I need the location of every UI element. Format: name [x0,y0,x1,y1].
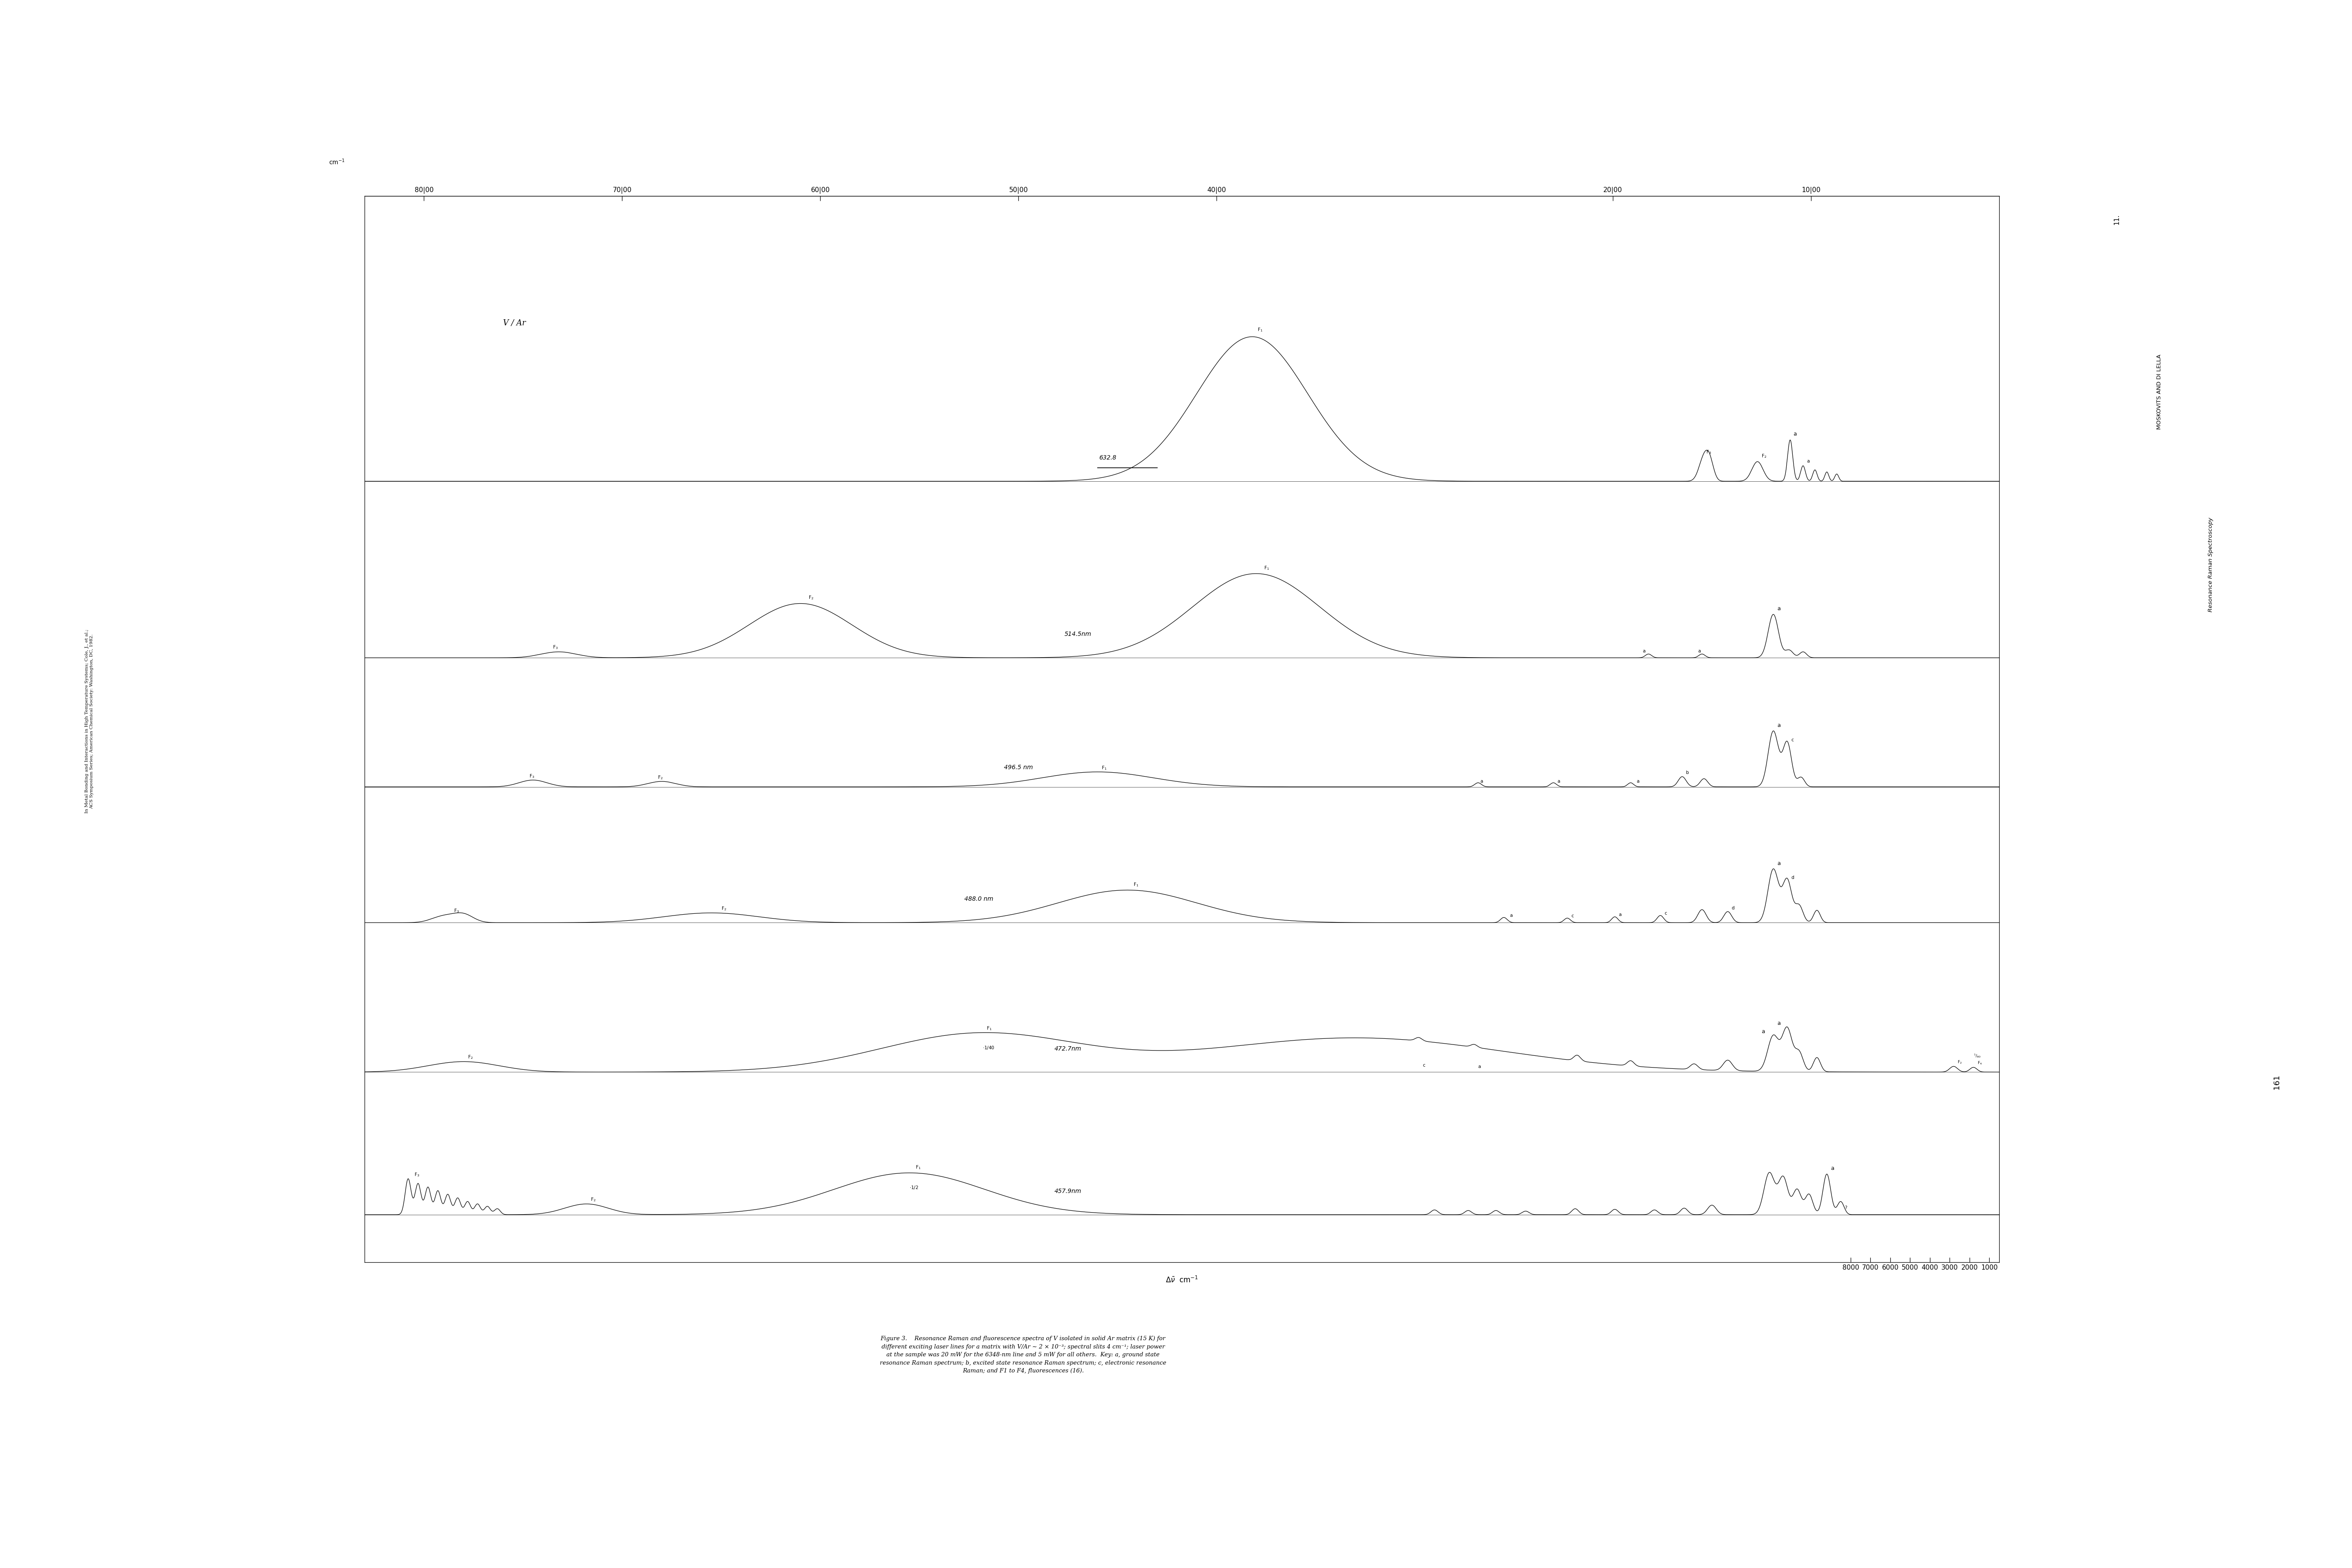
Text: MOSKOVITS AND DI LELLA: MOSKOVITS AND DI LELLA [2157,354,2161,430]
Text: 161: 161 [2272,1074,2281,1090]
Text: d: d [1792,875,1795,880]
Text: c: c [1571,914,1573,919]
Text: V / Ar: V / Ar [503,318,527,326]
Text: $\cdot$1/2: $\cdot$1/2 [910,1185,917,1190]
X-axis label: $\Delta\bar{\nu}$  cm$^{-1}$: $\Delta\bar{\nu}$ cm$^{-1}$ [1167,1276,1197,1284]
Text: F$_2$: F$_2$ [809,594,814,601]
Text: c: c [1665,911,1668,916]
Text: F$_2$: F$_2$ [659,775,663,781]
Text: a: a [1637,779,1639,784]
Text: F$_1$: F$_1$ [1263,564,1270,571]
Text: F$_1$: F$_1$ [915,1165,920,1170]
Text: a: a [1698,649,1700,654]
Text: F$_4$: F$_4$ [1978,1060,1983,1066]
Text: a: a [1618,913,1621,917]
Text: 514.5nm: 514.5nm [1065,632,1091,637]
Text: a: a [1778,1021,1780,1025]
Text: F$_3$: F$_3$ [1705,450,1712,455]
Text: 457.9nm: 457.9nm [1054,1189,1082,1195]
Text: b: b [1686,770,1689,775]
Text: a: a [1778,723,1780,729]
Text: a: a [1762,1029,1764,1035]
Text: F$_1$: F$_1$ [1101,765,1108,771]
Text: F$_3$: F$_3$ [529,773,534,779]
Text: Resonance Raman Spectroscopy: Resonance Raman Spectroscopy [2209,517,2213,612]
Text: a: a [1479,779,1482,784]
Text: a: a [1642,649,1646,654]
Text: ?: ? [1844,1206,1846,1210]
Text: F$_3$: F$_3$ [414,1171,419,1178]
Text: a: a [1830,1165,1835,1171]
Text: 11.: 11. [2114,215,2119,224]
Text: 496.5 nm: 496.5 nm [1004,764,1033,770]
Text: F$_2$: F$_2$ [722,906,727,911]
Text: a: a [1477,1065,1482,1069]
Text: a: a [1778,861,1780,867]
Text: $\cdot$1/40: $\cdot$1/40 [983,1044,995,1051]
Text: F$_2$: F$_2$ [1762,453,1766,459]
Text: a: a [1557,779,1559,784]
Text: F$_1$: F$_1$ [1134,881,1138,887]
Text: F$_2$: F$_2$ [1957,1060,1962,1065]
Text: d: d [1731,906,1733,911]
Text: Figure 3.    Resonance Raman and fluorescence spectra of V isolated in solid Ar : Figure 3. Resonance Raman and fluorescen… [880,1336,1167,1374]
Text: c: c [1423,1063,1425,1068]
Text: F$_3$: F$_3$ [553,644,557,651]
Text: cm$^{-1}$: cm$^{-1}$ [329,158,346,166]
Text: F$_2$: F$_2$ [468,1054,473,1060]
Text: F$_1$: F$_1$ [988,1025,993,1032]
Text: $^1$/$_{80}$: $^1$/$_{80}$ [1973,1054,1980,1058]
Text: 488.0 nm: 488.0 nm [964,897,993,902]
Text: c: c [1792,739,1795,742]
Text: a: a [1510,913,1512,917]
Text: In Metal Bonding and Interactions in High Temperature Systems; Cole, J., et al.;: In Metal Bonding and Interactions in Hig… [85,629,94,814]
Text: 632.8: 632.8 [1098,455,1117,461]
Text: 472.7nm: 472.7nm [1054,1046,1082,1052]
Text: a: a [1778,605,1780,612]
Text: a: a [1806,459,1809,464]
Text: a: a [1792,431,1797,437]
Text: F$_1$: F$_1$ [1258,326,1263,332]
Text: F$_2$: F$_2$ [590,1196,595,1203]
Text: F$_3$: F$_3$ [454,908,459,914]
